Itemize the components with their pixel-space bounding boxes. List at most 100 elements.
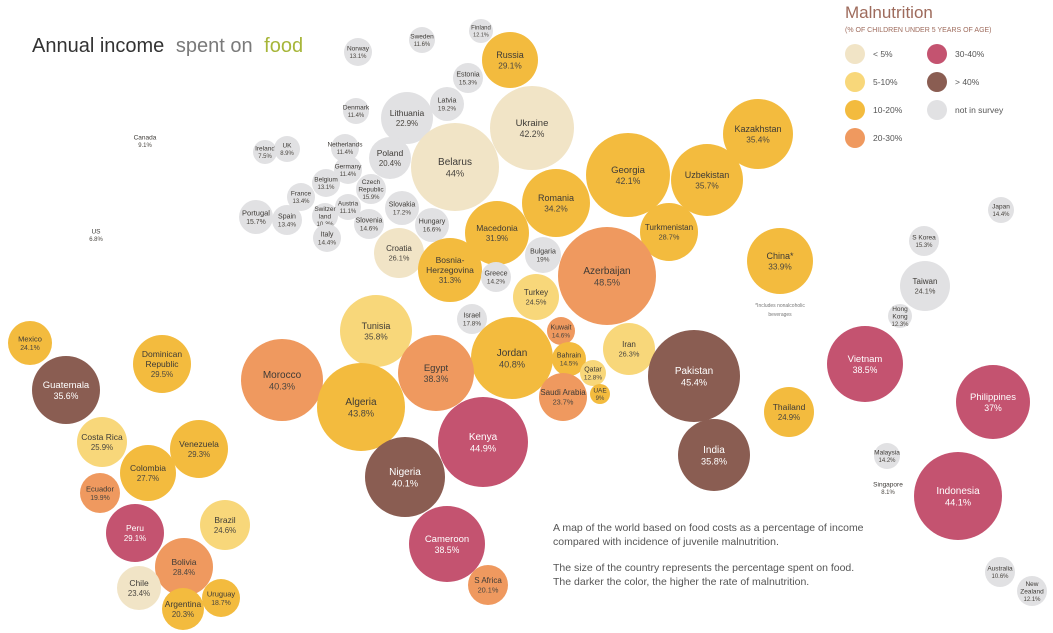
country-circle (317, 363, 405, 451)
country-circle (313, 224, 341, 252)
country-circle (988, 197, 1014, 223)
country-value: 22.9% (396, 119, 418, 128)
country-name: Azerbaijan (583, 266, 630, 277)
country-value: 27.7% (137, 474, 159, 483)
country-name: Italy (321, 231, 334, 238)
country-value: 17.2% (393, 209, 412, 216)
country-value: 28.7% (659, 232, 680, 241)
country-value: 17.8% (463, 320, 482, 327)
country-circle (678, 419, 750, 491)
country-name: Croatia (386, 244, 412, 253)
country-name: Israel (463, 312, 481, 319)
country-circle (343, 98, 369, 124)
country-circle (334, 156, 362, 184)
country-name: Greece (485, 270, 508, 277)
country-name: Ecuador (86, 484, 114, 493)
country-circle (77, 417, 127, 467)
country-circle (453, 63, 483, 93)
country-circle (170, 420, 228, 478)
country-circle (239, 200, 273, 234)
country-name: New (1025, 581, 1038, 588)
country-circle (580, 360, 606, 386)
country-circle (522, 169, 590, 237)
country-value: 19.2% (438, 105, 457, 112)
country-value: 19% (537, 256, 550, 263)
country-value: 44.1% (945, 497, 971, 507)
country-name: Uzbekistan (685, 170, 730, 180)
legend-swatch (845, 72, 865, 92)
country-value: 14.6% (360, 225, 379, 232)
country-value: 31.9% (486, 234, 508, 243)
legend-swatch (927, 72, 947, 92)
country-value: 40.1% (392, 478, 418, 488)
country-circle (430, 87, 464, 121)
country-value: 14.5% (560, 360, 579, 367)
legend-label: 30-40% (955, 49, 985, 59)
legend-label: 20-30% (873, 133, 903, 143)
country-circle (956, 365, 1030, 439)
country-name: Lithuania (390, 108, 425, 118)
country-name: Ukraine (516, 118, 549, 129)
legend: Malnutrition (% OF CHILDREN UNDER 5 YEAR… (845, 3, 1004, 148)
country-circle (312, 169, 340, 197)
country-name: Cameroon (425, 534, 469, 545)
country-name: Portugal (242, 208, 270, 217)
country-name: Switzer (314, 206, 336, 213)
country-name: Jordan (497, 348, 528, 359)
country-value: 37% (984, 403, 1002, 413)
country-circle (274, 136, 300, 162)
country-name: Kazakhstan (734, 124, 781, 134)
country-value: 14.2% (879, 458, 897, 464)
country-name: Finland (471, 26, 491, 32)
country-circle (365, 437, 445, 517)
country-name: Taiwan (913, 277, 938, 286)
country-circle (398, 335, 474, 411)
country-name: Hungary (419, 218, 446, 225)
country-value: 20.4% (379, 159, 401, 168)
country-name: Estonia (456, 71, 479, 78)
country-name: Dominican (142, 349, 182, 359)
country-name: Slovenia (356, 217, 383, 224)
country-value: 40.3% (269, 381, 295, 391)
country-circle (356, 174, 386, 204)
country-circle (381, 92, 433, 144)
country-value: 8.1% (881, 490, 895, 496)
country-value: 20.1% (478, 585, 499, 594)
country-circle (539, 373, 587, 421)
country-value: 44.9% (470, 443, 496, 453)
country-name: Zealand (1020, 588, 1044, 595)
country-circle (202, 579, 240, 617)
country-name: Tunisia (362, 321, 391, 331)
country-circle (253, 140, 277, 164)
country-name: Germany (335, 164, 362, 171)
country-circle (552, 342, 586, 376)
country-value: 12.8% (584, 374, 603, 381)
country-value: 15.3% (459, 79, 478, 86)
country-bubble: US6.8% (89, 229, 103, 243)
